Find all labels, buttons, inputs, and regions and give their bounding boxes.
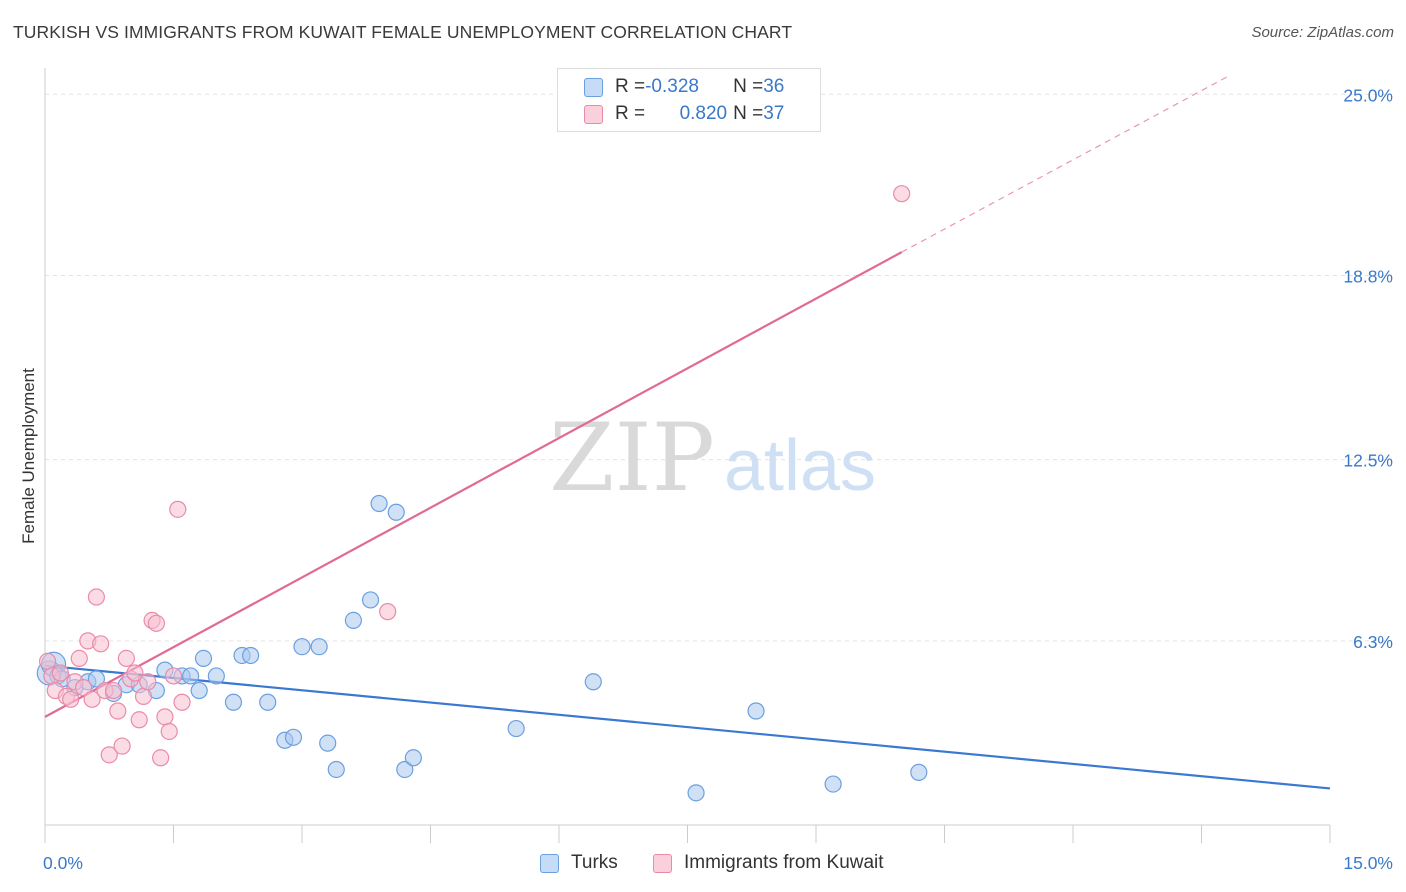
kuwait-point — [70, 649, 88, 668]
legend-label-turks: Turks — [571, 852, 618, 873]
turks-point — [310, 638, 328, 656]
turks-point — [194, 649, 213, 668]
turks-point — [361, 591, 380, 609]
turks-point — [387, 503, 405, 521]
kuwait-point — [104, 681, 123, 700]
turks-point — [910, 763, 928, 781]
kuwait-point — [893, 185, 911, 203]
kuwait-point — [156, 708, 174, 726]
kuwait-point — [160, 722, 178, 741]
kuwait-point — [83, 690, 101, 708]
legend-label-kuwait: Immigrants from Kuwait — [684, 852, 884, 873]
y-axis-label: Female Unemployment — [19, 368, 38, 544]
kuwait-point — [147, 614, 165, 632]
legend-n-label: N = — [733, 103, 764, 124]
kuwait-point — [379, 603, 397, 621]
kuwait-point — [134, 687, 153, 705]
legend-item-turks[interactable]: Turks — [540, 852, 618, 874]
kuwait-point — [173, 693, 191, 711]
turks-point — [293, 638, 311, 656]
turks-point — [319, 734, 337, 752]
trend-lines — [44, 76, 1331, 790]
x-tick-label-min: 0.0% — [43, 853, 83, 873]
legend-swatch-turks — [540, 853, 559, 873]
turks-trend-line — [44, 664, 1331, 790]
legend-swatch-kuwait — [653, 853, 672, 873]
axes — [44, 68, 1331, 843]
turks-point — [584, 673, 602, 691]
kuwait-point — [139, 673, 157, 691]
kuwait-point — [92, 635, 110, 653]
legend-r-label: R = — [615, 103, 646, 124]
kuwait-point — [117, 649, 135, 668]
legend-n-label: N = — [733, 76, 764, 97]
kuwait-point — [169, 500, 187, 518]
kuwait-point — [113, 737, 131, 755]
y-tick-label: 25.0% — [1343, 85, 1393, 105]
tick-labels: 6.3% 12.5% 18.8% 25.0% 0.0% 15.0% — [43, 85, 1393, 873]
turks-point — [224, 693, 243, 711]
turks-point — [190, 681, 208, 700]
legend-row-turks: R = -0.328 N = 36 — [584, 75, 784, 99]
kuwait-point — [164, 667, 183, 685]
kuwait-point — [130, 711, 148, 729]
legend-n-value-turks: 36 — [763, 76, 785, 97]
kuwait-point — [87, 588, 106, 606]
turks-point — [370, 494, 388, 513]
turks-point — [259, 693, 277, 711]
kuwait-point — [51, 664, 70, 682]
legend-r-value-kuwait: 0.820 — [679, 103, 728, 124]
turks-point — [687, 784, 705, 802]
legend-item-kuwait[interactable]: Immigrants from Kuwait — [653, 852, 884, 874]
legend-swatch-turks — [584, 77, 603, 97]
legend-swatch-kuwait — [584, 104, 603, 124]
turks-point — [344, 611, 362, 630]
turks-point — [396, 760, 414, 779]
y-tick-label: 12.5% — [1343, 451, 1393, 471]
kuwait-point — [62, 690, 80, 708]
kuwait-point — [74, 679, 93, 697]
kuwait-point — [152, 749, 170, 767]
turks-point — [242, 646, 260, 665]
source-label: Source: ZipAtlas.com — [1251, 24, 1394, 41]
turks-point — [327, 760, 345, 779]
turks-point — [182, 667, 200, 685]
y-tick-label: 18.8% — [1343, 267, 1393, 287]
legend-n-value-kuwait: 37 — [763, 103, 785, 124]
kuwait-point — [100, 746, 118, 764]
kuwait-point — [109, 702, 127, 720]
kuwait-point — [126, 664, 144, 682]
watermark-zip: ZIP — [549, 404, 715, 513]
legend-row-kuwait: R = 0.820 N = 37 — [584, 102, 784, 126]
legend-r-value-turks: -0.328 — [645, 76, 699, 97]
turks-point — [87, 670, 106, 688]
legend-r-label: R = — [615, 76, 646, 97]
kuwait-trend-line — [44, 251, 903, 718]
grid-lines — [45, 93, 1392, 642]
turks-point — [404, 749, 422, 767]
kuwait-point — [38, 652, 57, 670]
watermark-atlas: atlas — [724, 426, 876, 506]
y-tick-label: 6.3% — [1353, 632, 1393, 652]
kuwait-trend-extension — [901, 76, 1228, 253]
turks-point — [284, 728, 303, 746]
turks-point — [747, 702, 765, 720]
x-tick-label-max: 15.0% — [1343, 853, 1393, 873]
watermark: ZIP atlas — [549, 404, 876, 513]
series-legend: Turks Immigrants from Kuwait — [0, 852, 1406, 878]
turks-point — [824, 775, 842, 793]
data-points — [36, 185, 928, 802]
turks-point — [207, 667, 225, 685]
correlation-legend: R = -0.328 N = 36 R = 0.820 N = 37 — [557, 68, 821, 132]
chart-title: TURKISH VS IMMIGRANTS FROM KUWAIT FEMALE… — [13, 22, 793, 42]
turks-point — [507, 719, 525, 738]
